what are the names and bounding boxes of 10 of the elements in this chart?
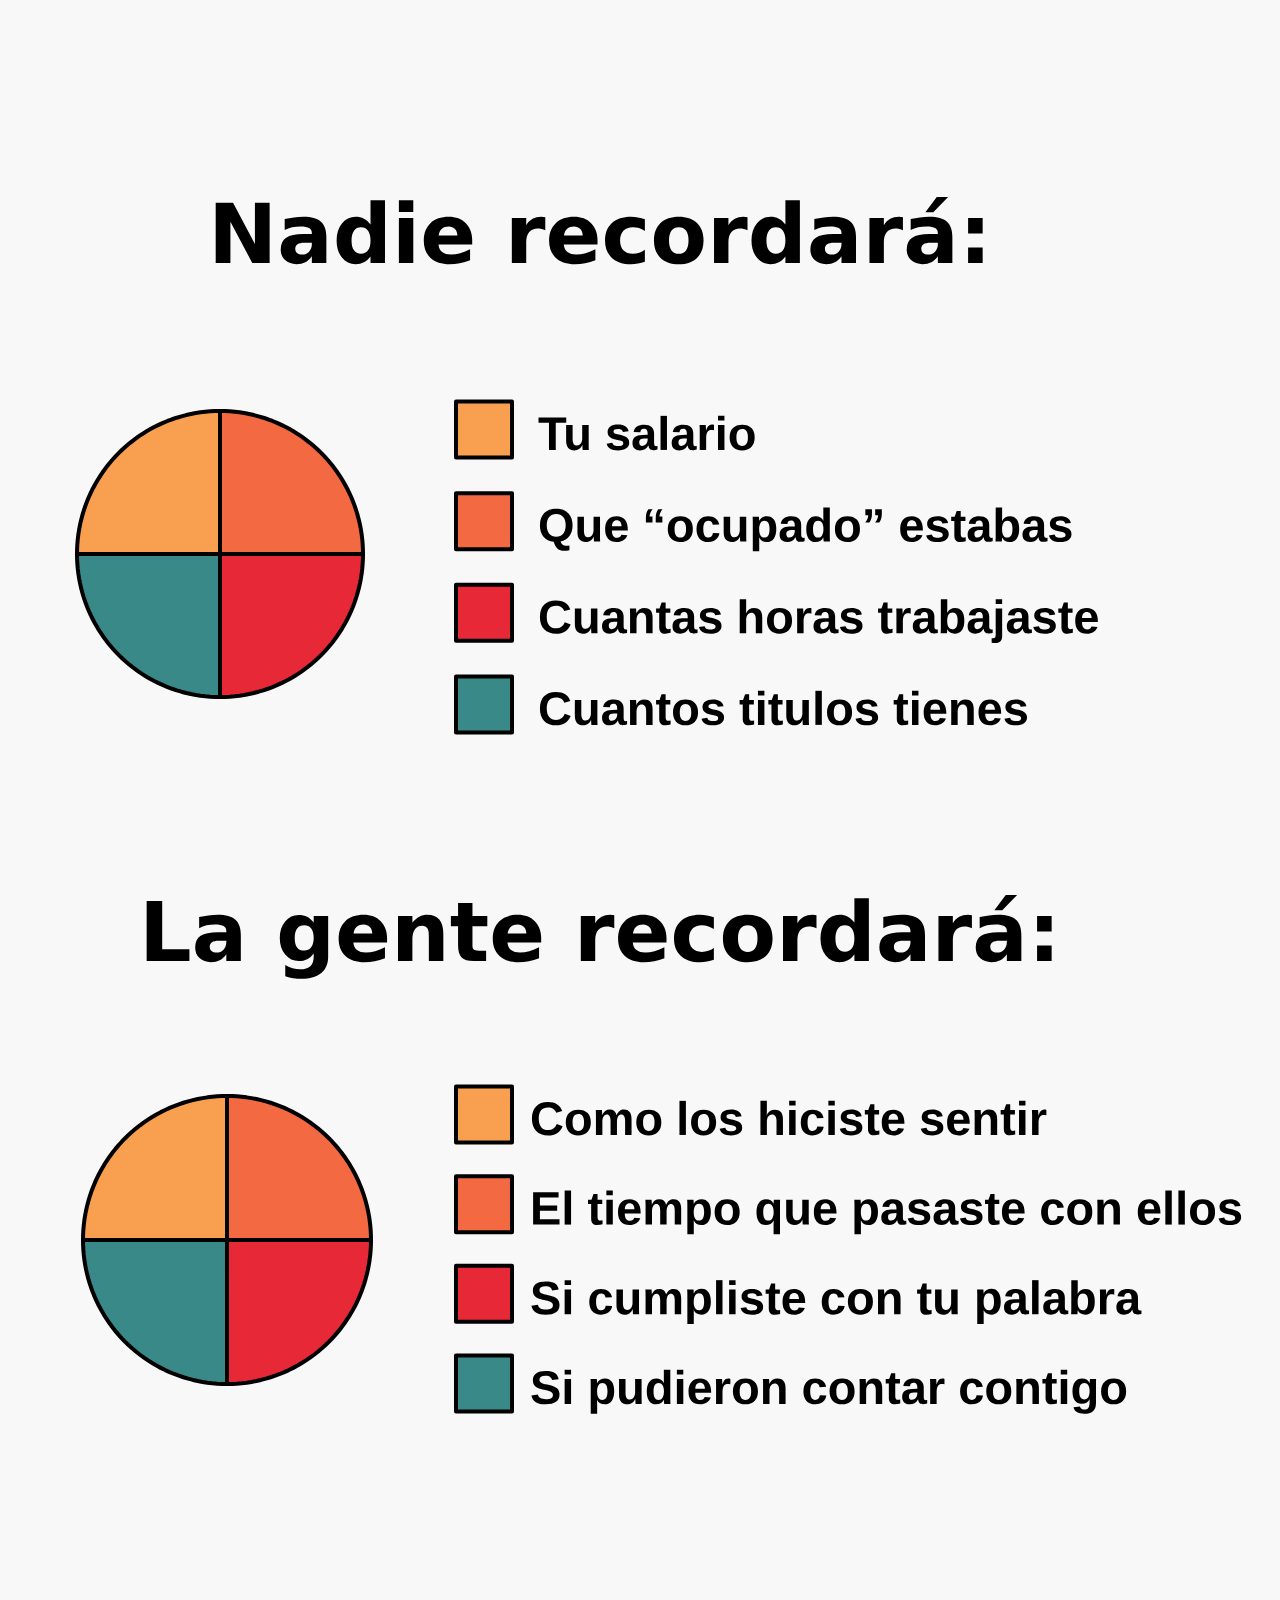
legend-label: Cuantos titulos tienes bbox=[539, 690, 1028, 726]
legend-label: Tu salario bbox=[538, 415, 755, 451]
legend-label: Como los hiciste sentir bbox=[531, 1100, 1047, 1136]
legend-label: Si cumpliste con tu palabra bbox=[531, 1280, 1142, 1324]
legend-label: Si pudieron contar contigo bbox=[531, 1369, 1127, 1414]
legend-label: Cuantas horas trabajaste bbox=[539, 599, 1098, 643]
chart-title: La gente recordará: bbox=[146, 895, 1052, 979]
legend-label: Que “ocupado” estabas bbox=[539, 507, 1072, 552]
chart-title: Nadie recordará: bbox=[215, 197, 983, 265]
legend-label: El tiempo que pasaste con ellos bbox=[533, 1190, 1242, 1235]
